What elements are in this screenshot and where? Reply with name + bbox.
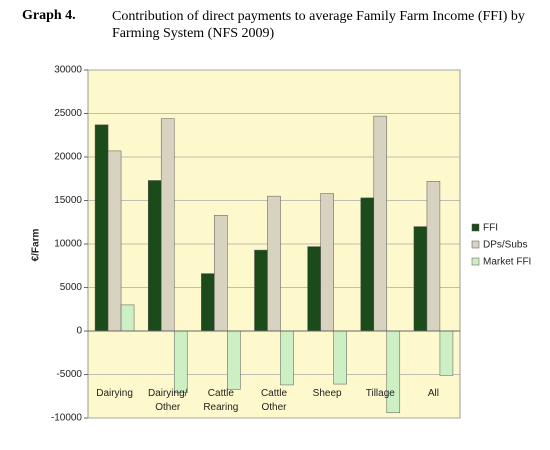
- y-tick-label: 20000: [54, 152, 82, 163]
- x-tick-label: Dairying: [96, 388, 133, 399]
- x-tick-label: Tillage: [366, 388, 396, 399]
- legend-label: FFI: [483, 223, 498, 234]
- bar: [439, 330, 454, 376]
- bar: [160, 118, 175, 332]
- bar: [333, 330, 347, 385]
- legend-swatch: [471, 223, 480, 232]
- y-tick-label: -5000: [56, 369, 82, 380]
- y-tick-label: 15000: [54, 195, 82, 206]
- bar: [280, 330, 294, 386]
- y-tick-label: 25000: [54, 108, 82, 119]
- legend-swatch: [471, 257, 480, 266]
- y-tick-label: 10000: [54, 239, 82, 250]
- legend-swatch: [471, 240, 480, 249]
- y-axis-title: €/Farm: [31, 228, 42, 261]
- bar: [413, 226, 428, 332]
- bar: [307, 246, 321, 332]
- bar: [107, 150, 122, 332]
- x-tick-label: All: [428, 388, 439, 399]
- bar: [320, 193, 334, 332]
- x-tick-label: Sheep: [313, 388, 342, 399]
- y-tick-label: 30000: [54, 65, 82, 76]
- chart-title: Contribution of direct payments to avera…: [112, 9, 525, 41]
- bar: [94, 124, 109, 332]
- y-tick-label: 0: [76, 326, 82, 337]
- x-tick-label: Cattle Rearing: [203, 388, 238, 413]
- bar: [214, 215, 228, 332]
- legend-label: Market FFI: [483, 257, 531, 268]
- bar: [201, 273, 215, 332]
- y-tick-label: -10000: [51, 413, 83, 424]
- graph-label: Graph 4.: [22, 8, 76, 23]
- legend-label: DPs/Subs: [483, 240, 527, 251]
- bar: [373, 115, 388, 332]
- bar: [386, 330, 401, 414]
- bar: [360, 197, 375, 332]
- y-tick-label: 5000: [60, 282, 83, 293]
- bar: [147, 180, 162, 332]
- bar: [426, 181, 441, 332]
- bar: [227, 330, 241, 390]
- bar: [120, 304, 135, 332]
- x-tick-label: Dairying/Other: [148, 388, 188, 413]
- x-tick-label: Cattle Other: [261, 388, 288, 413]
- bar: [254, 249, 268, 332]
- bar: [267, 195, 281, 332]
- bar: [173, 330, 188, 394]
